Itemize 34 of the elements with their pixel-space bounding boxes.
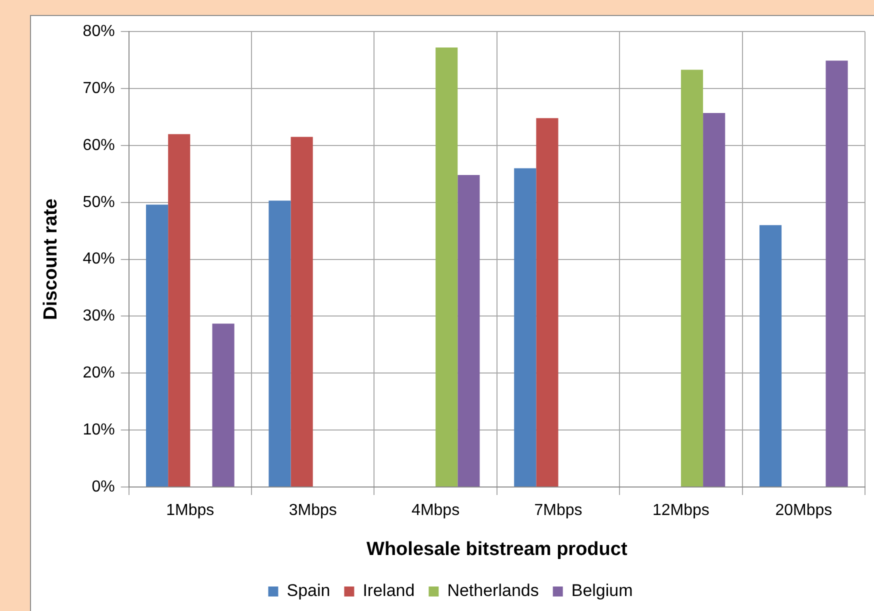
bar xyxy=(268,200,291,486)
x-tick-label: 3Mbps xyxy=(288,502,337,520)
bar xyxy=(514,168,536,486)
x-tick-label: 20Mbps xyxy=(775,502,832,520)
bar xyxy=(703,113,726,486)
bar xyxy=(826,60,848,486)
bar xyxy=(146,204,168,486)
y-tick-label: 0% xyxy=(92,478,115,496)
x-tick-label: 4Mbps xyxy=(412,502,460,520)
y-tick-label: 80% xyxy=(82,23,115,40)
y-tick-label: 70% xyxy=(82,80,115,97)
y-tick-label: 40% xyxy=(82,250,115,268)
legend-label: Netherlands xyxy=(447,581,539,600)
y-tick-label: 10% xyxy=(82,421,115,438)
y-tick-label: 30% xyxy=(82,308,115,325)
y-tick-label: 20% xyxy=(82,364,115,382)
bar xyxy=(680,70,704,486)
x-tick-label: 12Mbps xyxy=(652,502,710,520)
bar xyxy=(436,48,458,486)
x-tick-label: 1Mbps xyxy=(166,502,214,520)
x-tick-label: 7Mbps xyxy=(534,502,582,520)
legend-label: Belgium xyxy=(571,581,633,600)
y-axis-title: Discount rate xyxy=(40,198,62,320)
bar xyxy=(212,324,234,486)
bar xyxy=(168,134,190,486)
bar xyxy=(536,118,558,486)
bar xyxy=(759,225,782,486)
bar xyxy=(458,175,480,486)
legend-label: Ireland xyxy=(362,581,415,600)
y-tick-label: 50% xyxy=(82,194,115,211)
legend-label: Spain xyxy=(286,581,330,600)
x-axis-title: Wholesale bitstream product xyxy=(366,538,628,560)
bar xyxy=(290,136,313,486)
y-tick-label: 60% xyxy=(82,136,115,154)
